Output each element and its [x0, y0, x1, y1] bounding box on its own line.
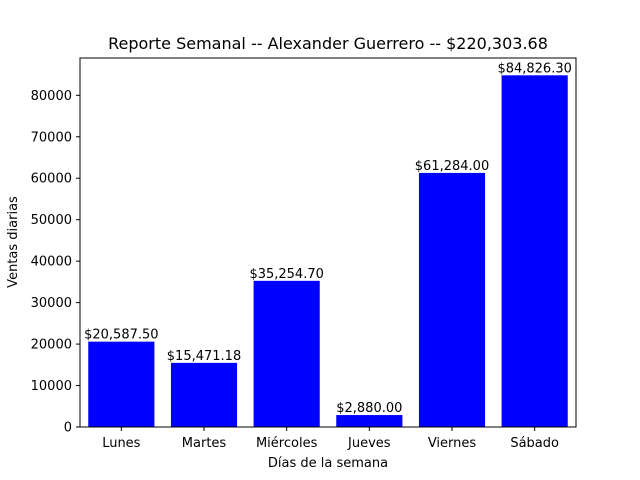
y-tick-label-7: 70000: [31, 130, 72, 145]
bar-5: [501, 75, 568, 427]
data-label-2: $35,254.70: [249, 267, 323, 282]
y-tick-label-3: 30000: [31, 296, 72, 311]
y-tick-label-0: 0: [64, 421, 72, 436]
data-label-0: $20,587.50: [84, 328, 158, 343]
data-label-5: $84,826.30: [497, 61, 571, 76]
bar-3: [336, 415, 403, 427]
x-tick-label-4: Viernes: [428, 436, 477, 451]
data-label-4: $61,284.00: [415, 159, 489, 174]
bar-4: [418, 172, 486, 427]
y-tick-label-4: 40000: [31, 255, 72, 270]
plot-area: 0 10000 20000 30000 40000 50000 60000 70000 8000…: [31, 57, 577, 451]
x-tick-label-1: Martes: [182, 436, 227, 451]
plot-frame: [79, 57, 577, 428]
y-tick-label-1: 10000: [31, 379, 72, 394]
y-tick-label-2: 20000: [31, 338, 72, 353]
x-tick-label-3: Jueves: [347, 436, 391, 451]
x-tick-label-0: Lunes: [102, 436, 140, 451]
y-tick-label-5: 50000: [31, 213, 72, 228]
y-axis-label: Ventas diarias: [6, 196, 21, 288]
x-axis-label: Días de la semana: [268, 456, 388, 471]
chart-title: Reporte Semanal -- Alexander Guerrero --…: [108, 34, 548, 53]
data-label-3: $2,880.00: [336, 401, 402, 416]
y-tick-label-6: 60000: [31, 172, 72, 187]
bar-2: [253, 280, 320, 427]
data-label-1: $15,471.18: [167, 349, 241, 364]
bar-1: [170, 362, 238, 427]
bar-0: [88, 341, 155, 427]
x-tick-label-5: Sábado: [510, 436, 559, 451]
y-tick-label-8: 80000: [31, 89, 72, 104]
x-tick-label-2: Miércoles: [256, 436, 318, 451]
